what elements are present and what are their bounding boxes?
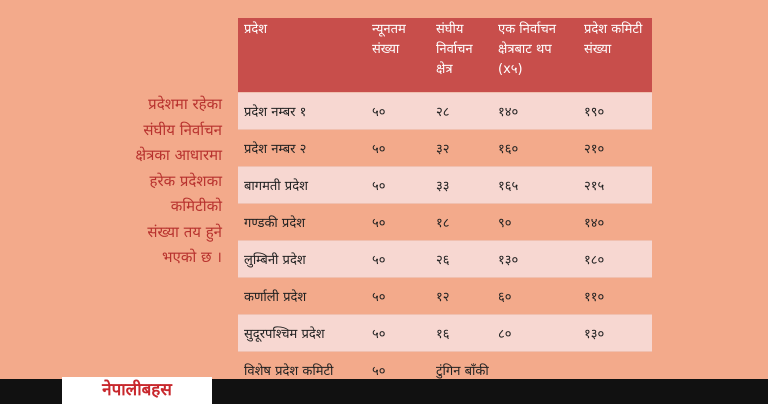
table-cell: ३२ [430,129,492,167]
header-row: प्रदेश न्यूनतम संख्या संघीय निर्वाचन क्षेत… [238,18,652,93]
table-cell: प्रदेश नम्बर १ [238,92,366,130]
table-cell: ९० [492,203,578,241]
table-row: बागमती प्रदेश ५० ३३ १६५ २१५ [238,166,652,204]
table-row: लुम्बिनी प्रदेश ५० २६ १३० १८० [238,240,652,278]
table-row: प्रदेश नम्बर १ ५० २८ १४० १९० [238,92,652,130]
table-cell: ११० [578,277,652,315]
side-text-line: संख्या तय हुने [147,222,222,241]
table-cell: प्रदेश नम्बर २ [238,129,366,167]
table-cell: १८० [578,240,652,278]
table-cell: ५० [366,129,430,167]
table-cell: २६ [430,240,492,278]
table-cell: सुदूरपश्चिम प्रदेश [238,314,366,352]
table-cell: १६ [430,314,492,352]
table-cell: १६० [492,129,578,167]
side-text-line: भएको छ । [162,248,222,266]
table-cell: ५० [366,92,430,130]
header-cell: न्यूनतम संख्या [366,18,430,93]
header-cell: एक निर्वाचन क्षेत्रबाट थप (x५) [492,18,578,93]
header-cell: संघीय निर्वाचन क्षेत्र [430,18,492,93]
table-cell: २८ [430,92,492,130]
table: प्रदेश न्यूनतम संख्या संघीय निर्वाचन क्षेत… [238,18,652,388]
table-cell: गण्डकी प्रदेश [238,203,366,241]
table-row: कर्णाली प्रदेश ५० १२ ६० ११० [238,277,652,315]
side-text-line: कमिटीको [170,197,222,215]
table-cell: १८ [430,203,492,241]
table-cell: १६५ [492,166,578,204]
header-cell: प्रदेश [238,18,366,93]
table-row: सुदूरपश्चिम प्रदेश ५० १६ ८० १३० [238,314,652,352]
table-cell: ५० [366,203,430,241]
table-cell: ३३ [430,166,492,204]
table-cell: १४० [578,203,652,241]
table-row: प्रदेश नम्बर २ ५० ३२ १६० २१० [238,129,652,167]
header-cell: प्रदेश कमिटी संख्या [578,18,652,93]
table-cell: १२ [430,277,492,315]
table-cell: ५० [366,314,430,352]
table-cell: बागमती प्रदेश [238,166,366,204]
table-cell: १४० [492,92,578,130]
table-cell: १३० [492,240,578,278]
table-cell: ५० [366,166,430,204]
side-text: प्रदेशमा रहेका संघीय निर्वाचन क्षेत्रका आध… [40,92,222,271]
table-cell: १९० [578,92,652,130]
side-text-line: संघीय निर्वाचन [143,120,222,139]
table-cell: ५० [366,277,430,315]
logo: नेपालीबहस [62,377,212,404]
table-cell: ६० [492,277,578,315]
table-cell: कर्णाली प्रदेश [238,277,366,315]
table-row: गण्डकी प्रदेश ५० १८ ९० १४० [238,203,652,241]
table-body: प्रदेश नम्बर १ ५० २८ १४० १९० प्रदेश नम्बर २ ५०… [238,92,652,388]
table-cell: लुम्बिनी प्रदेश [238,240,366,278]
side-text-line: प्रदेशमा रहेका [148,95,222,113]
table-cell: २१५ [578,166,652,204]
table-cell: १३० [578,314,652,352]
side-text-line: क्षेत्रका आधारमा [135,146,222,164]
table-cell: २१० [578,129,652,167]
side-text-line: हरेक प्रदेशका [149,171,223,190]
table-cell: ८० [492,314,578,352]
table-cell: ५० [366,240,430,278]
